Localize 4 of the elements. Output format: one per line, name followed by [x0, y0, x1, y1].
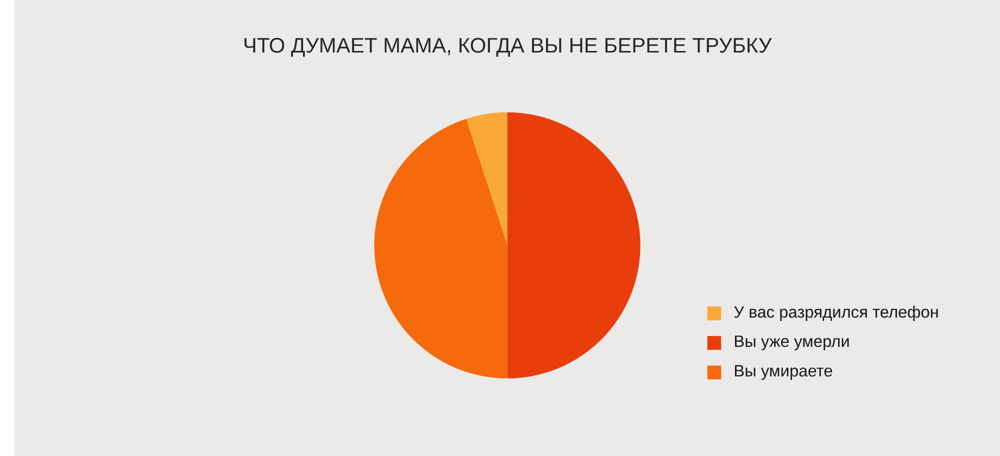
- legend-label: Вы умираете: [735, 365, 832, 380]
- legend-label: У вас разрядился телефон: [734, 306, 938, 321]
- legend-label: Вы уже умерли: [735, 335, 849, 350]
- chart-title: ЧТО ДУМАЕТ МАМА, КОГДА ВЫ НЕ БЕРЕТЕ ТРУБКУ: [244, 38, 772, 57]
